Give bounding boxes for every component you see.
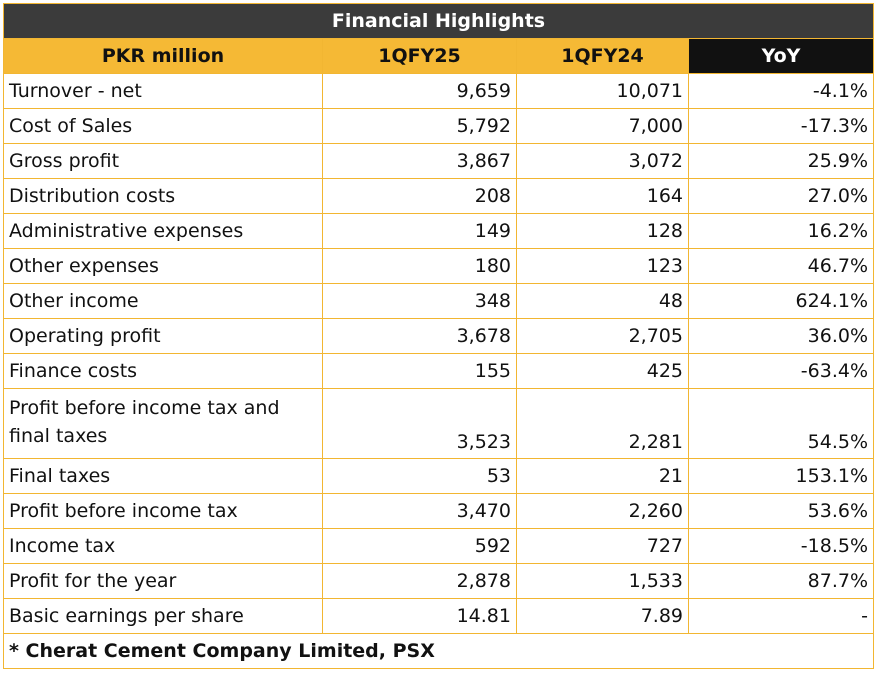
financial-highlights-table-container: Financial Highlights PKR million 1QFY25 … xyxy=(3,3,874,669)
value-1qfy25: 5,792 xyxy=(322,108,517,144)
footnote-row: * Cherat Cement Company Limited, PSX xyxy=(3,633,874,669)
table-row: Cost of Sales 5,792 7,000 -17.3% xyxy=(3,108,874,144)
row-label: Profit for the year xyxy=(3,563,323,599)
value-1qfy24: 7,000 xyxy=(516,108,689,144)
value-1qfy24: 727 xyxy=(516,528,689,564)
value-1qfy24: 10,071 xyxy=(516,73,689,109)
value-yoy: 54.5% xyxy=(688,388,874,459)
value-1qfy25: 3,470 xyxy=(322,493,517,529)
value-yoy: 87.7% xyxy=(688,563,874,599)
column-header-1qfy24: 1QFY24 xyxy=(516,38,689,74)
value-1qfy24: 48 xyxy=(516,283,689,319)
value-yoy: 36.0% xyxy=(688,318,874,354)
financial-highlights-table: Financial Highlights PKR million 1QFY25 … xyxy=(3,3,874,669)
value-1qfy24: 2,705 xyxy=(516,318,689,354)
value-1qfy24: 164 xyxy=(516,178,689,214)
value-yoy: -18.5% xyxy=(688,528,874,564)
row-label: Final taxes xyxy=(3,458,323,494)
row-label: Other income xyxy=(3,283,323,319)
row-label: Other expenses xyxy=(3,248,323,284)
column-header-label: PKR million xyxy=(3,38,323,74)
row-label: Turnover - net xyxy=(3,73,323,109)
value-yoy: -63.4% xyxy=(688,353,874,389)
table-row: Basic earnings per share 14.81 7.89- xyxy=(3,598,874,634)
value-1qfy24: 21 xyxy=(516,458,689,494)
table-row: Finance costs 155 425 -63.4% xyxy=(3,353,874,389)
value-yoy: - xyxy=(688,598,874,634)
table-body: Turnover - net 9,659 10,071 -4.1% Cost of Sa… xyxy=(3,73,874,634)
table-title: Financial Highlights xyxy=(3,3,874,39)
value-yoy: 25.9% xyxy=(688,143,874,179)
value-yoy: 153.1% xyxy=(688,458,874,494)
column-header-1qfy25: 1QFY25 xyxy=(322,38,517,74)
value-yoy: 46.7% xyxy=(688,248,874,284)
value-1qfy25: 208 xyxy=(322,178,517,214)
column-header-yoy: YoY xyxy=(688,38,874,74)
value-1qfy25: 3,523 xyxy=(322,388,517,459)
column-header-row: PKR million 1QFY25 1QFY24 YoY xyxy=(3,38,874,74)
row-label: Distribution costs xyxy=(3,178,323,214)
value-1qfy25: 592 xyxy=(322,528,517,564)
row-label: Gross profit xyxy=(3,143,323,179)
value-1qfy24: 123 xyxy=(516,248,689,284)
table-row: Final taxes 53 21 153.1% xyxy=(3,458,874,494)
table-row: Other income 348 48 624.1% xyxy=(3,283,874,319)
row-label: Administrative expenses xyxy=(3,213,323,249)
table-row: Distribution costs 208 164 27.0% xyxy=(3,178,874,214)
table-row: Profit for the year 2,878 1,533 87.7% xyxy=(3,563,874,599)
value-1qfy24: 2,260 xyxy=(516,493,689,529)
value-1qfy24: 7.89 xyxy=(516,598,689,634)
value-1qfy25: 348 xyxy=(322,283,517,319)
value-yoy: -17.3% xyxy=(688,108,874,144)
value-1qfy24: 1,533 xyxy=(516,563,689,599)
row-label: Profit before income tax xyxy=(3,493,323,529)
value-1qfy25: 155 xyxy=(322,353,517,389)
table-row: Profit before income tax 3,470 2,260 53.6% xyxy=(3,493,874,529)
value-1qfy25: 3,867 xyxy=(322,143,517,179)
table-row: Gross profit 3,867 3,072 25.9% xyxy=(3,143,874,179)
table-row: Turnover - net 9,659 10,071 -4.1% xyxy=(3,73,874,109)
value-yoy: 53.6% xyxy=(688,493,874,529)
row-label: Income tax xyxy=(3,528,323,564)
table-row: Operating profit 3,678 2,705 36.0% xyxy=(3,318,874,354)
row-label: Profit before income tax and final taxes xyxy=(3,388,323,459)
value-1qfy25: 2,878 xyxy=(322,563,517,599)
footnote: * Cherat Cement Company Limited, PSX xyxy=(3,633,874,669)
row-label: Finance costs xyxy=(3,353,323,389)
table-row: Profit before income tax and final taxes… xyxy=(3,388,874,459)
value-1qfy25: 149 xyxy=(322,213,517,249)
row-label: Cost of Sales xyxy=(3,108,323,144)
value-1qfy24: 3,072 xyxy=(516,143,689,179)
value-yoy: -4.1% xyxy=(688,73,874,109)
table-row: Income tax 592 727 -18.5% xyxy=(3,528,874,564)
value-1qfy25: 3,678 xyxy=(322,318,517,354)
value-1qfy25: 53 xyxy=(322,458,517,494)
value-1qfy25: 14.81 xyxy=(322,598,517,634)
row-label: Basic earnings per share xyxy=(3,598,323,634)
table-row: Administrative expenses 149 128 16.2% xyxy=(3,213,874,249)
value-1qfy25: 9,659 xyxy=(322,73,517,109)
table-title-row: Financial Highlights xyxy=(3,3,874,39)
table-row: Other expenses 180 123 46.7% xyxy=(3,248,874,284)
value-yoy: 27.0% xyxy=(688,178,874,214)
row-label: Operating profit xyxy=(3,318,323,354)
value-1qfy25: 180 xyxy=(322,248,517,284)
value-1qfy24: 128 xyxy=(516,213,689,249)
value-yoy: 16.2% xyxy=(688,213,874,249)
value-1qfy24: 2,281 xyxy=(516,388,689,459)
value-1qfy24: 425 xyxy=(516,353,689,389)
value-yoy: 624.1% xyxy=(688,283,874,319)
